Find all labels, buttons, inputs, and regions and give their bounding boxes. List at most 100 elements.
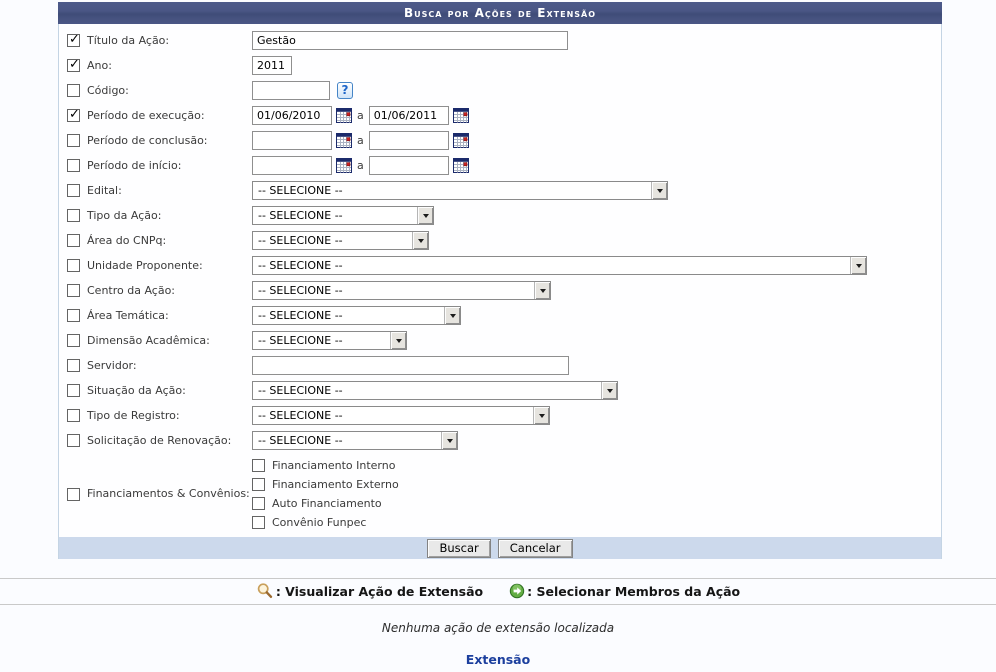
row-area-cnpq: Área do CNPq: -- SELECIONE --	[59, 228, 941, 253]
convenio-funpec-option: Convênio Funpec	[252, 513, 366, 532]
date-separator: a	[357, 134, 364, 147]
financiamentos-label: Financiamentos & Convênios:	[87, 487, 250, 500]
periodo-conclusao-from-input[interactable]	[252, 131, 332, 150]
footer: Extensão	[0, 649, 996, 668]
periodo-execucao-label: Período de execução:	[87, 108, 205, 122]
row-titulo: Título da Ação:	[59, 28, 941, 53]
calendar-icon[interactable]	[336, 108, 352, 123]
tipo-registro-checkbox[interactable]	[67, 409, 80, 422]
situacao-acao-checkbox[interactable]	[67, 384, 80, 397]
centro-acao-checkbox[interactable]	[67, 284, 80, 297]
periodo-conclusao-label: Período de conclusão:	[87, 133, 208, 147]
unidade-proponente-label: Unidade Proponente:	[87, 258, 203, 272]
financiamento-externo-checkbox[interactable]	[252, 478, 265, 491]
titulo-input[interactable]	[252, 31, 568, 50]
chevron-down-icon	[651, 182, 667, 199]
form-title: Busca por Ações de Extensão	[58, 2, 942, 24]
codigo-label: Código:	[87, 83, 129, 97]
ano-input[interactable]	[252, 56, 292, 75]
chevron-down-icon	[412, 232, 428, 249]
cancelar-button[interactable]: Cancelar	[497, 538, 573, 558]
row-financiamentos: Financiamentos & Convênios: Financiament…	[59, 453, 941, 537]
chevron-down-icon	[441, 432, 457, 449]
edital-checkbox[interactable]	[67, 184, 80, 197]
tipo-acao-checkbox[interactable]	[67, 209, 80, 222]
extensao-link[interactable]: Extensão	[465, 652, 531, 667]
tipo-acao-label: Tipo da Ação:	[87, 208, 162, 222]
ano-label: Ano:	[87, 58, 112, 72]
periodo-execucao-checkbox[interactable]	[67, 107, 80, 122]
chevron-down-icon	[850, 257, 866, 274]
area-cnpq-checkbox[interactable]	[67, 234, 80, 247]
form-body: Título da Ação: Ano: Código: ? Período d…	[58, 24, 942, 537]
periodo-inicio-from-input[interactable]	[252, 156, 332, 175]
auto-financiamento-option: Auto Financiamento	[252, 494, 382, 513]
servidor-checkbox[interactable]	[67, 359, 80, 372]
titulo-label: Título da Ação:	[87, 33, 170, 47]
row-centro-acao: Centro da Ação: -- SELECIONE --	[59, 278, 941, 303]
row-periodo-conclusao: Período de conclusão: a	[59, 128, 941, 153]
dimensao-academica-label: Dimensão Acadêmica:	[87, 333, 210, 347]
solicitacao-renovacao-label: Solicitação de Renovação:	[87, 433, 232, 447]
edital-select[interactable]: -- SELECIONE --	[252, 181, 668, 200]
dimensao-academica-checkbox[interactable]	[67, 334, 80, 347]
chevron-down-icon	[417, 207, 433, 224]
codigo-input[interactable]	[252, 81, 330, 100]
buscar-button[interactable]: Buscar	[427, 538, 491, 558]
dimensao-academica-select[interactable]: -- SELECIONE --	[252, 331, 407, 350]
row-situacao-acao: Situação da Ação: -- SELECIONE --	[59, 378, 941, 403]
area-tematica-select[interactable]: -- SELECIONE --	[252, 306, 461, 325]
calendar-icon[interactable]	[453, 108, 469, 123]
chevron-down-icon	[534, 282, 550, 299]
situacao-acao-select[interactable]: -- SELECIONE --	[252, 381, 618, 400]
periodo-conclusao-checkbox[interactable]	[67, 134, 80, 147]
row-periodo-inicio: Período de início: a	[59, 153, 941, 178]
calendar-icon[interactable]	[453, 133, 469, 148]
tipo-registro-select[interactable]: -- SELECIONE --	[252, 406, 550, 425]
date-separator: a	[357, 109, 364, 122]
solicitacao-renovacao-select[interactable]: -- SELECIONE --	[252, 431, 458, 450]
periodo-inicio-checkbox[interactable]	[67, 159, 80, 172]
servidor-input[interactable]	[252, 356, 569, 375]
calendar-icon[interactable]	[336, 158, 352, 173]
magnifier-icon	[257, 583, 273, 599]
tipo-acao-select[interactable]: -- SELECIONE --	[252, 206, 434, 225]
row-area-tematica: Área Temática: -- SELECIONE --	[59, 303, 941, 328]
periodo-conclusao-to-input[interactable]	[368, 131, 449, 150]
edital-label: Edital:	[87, 183, 122, 197]
financiamentos-checkbox[interactable]	[67, 487, 80, 501]
centro-acao-select[interactable]: -- SELECIONE --	[252, 281, 551, 300]
financiamento-interno-checkbox[interactable]	[252, 459, 265, 472]
legend-visualizar: : Visualizar Ação de Extensão	[256, 582, 483, 600]
solicitacao-renovacao-checkbox[interactable]	[67, 434, 80, 447]
unidade-proponente-checkbox[interactable]	[67, 259, 80, 272]
search-form: Busca por Ações de Extensão Título da Aç…	[58, 2, 942, 559]
chevron-down-icon	[444, 307, 460, 324]
row-tipo-registro: Tipo de Registro: -- SELECIONE --	[59, 403, 941, 428]
help-icon[interactable]: ?	[337, 82, 353, 99]
area-cnpq-label: Área do CNPq:	[87, 233, 167, 247]
area-tematica-checkbox[interactable]	[67, 309, 80, 322]
convenio-funpec-checkbox[interactable]	[252, 516, 265, 529]
row-ano: Ano:	[59, 53, 941, 78]
ano-checkbox[interactable]	[67, 57, 80, 72]
chevron-down-icon	[601, 382, 617, 399]
legend-selecionar-membros: : Selecionar Membros da Ação	[509, 583, 740, 599]
area-cnpq-select[interactable]: -- SELECIONE --	[252, 231, 429, 250]
select-members-icon	[509, 583, 525, 599]
unidade-proponente-select[interactable]: -- SELECIONE --	[252, 256, 867, 275]
auto-financiamento-checkbox[interactable]	[252, 497, 265, 510]
icon-legend: : Visualizar Ação de Extensão : Selecion…	[0, 578, 996, 605]
periodo-inicio-label: Período de início:	[87, 158, 182, 172]
calendar-icon[interactable]	[453, 158, 469, 173]
row-unidade-proponente: Unidade Proponente: -- SELECIONE --	[59, 253, 941, 278]
financiamento-interno-option: Financiamento Interno	[252, 456, 395, 475]
row-tipo-acao: Tipo da Ação: -- SELECIONE --	[59, 203, 941, 228]
periodo-inicio-to-input[interactable]	[368, 156, 449, 175]
titulo-checkbox[interactable]	[67, 32, 80, 47]
row-solicitacao-renovacao: Solicitação de Renovação: -- SELECIONE -…	[59, 428, 941, 453]
periodo-execucao-to-input[interactable]	[368, 106, 449, 125]
periodo-execucao-from-input[interactable]	[252, 106, 332, 125]
codigo-checkbox[interactable]	[67, 84, 80, 97]
calendar-icon[interactable]	[336, 133, 352, 148]
